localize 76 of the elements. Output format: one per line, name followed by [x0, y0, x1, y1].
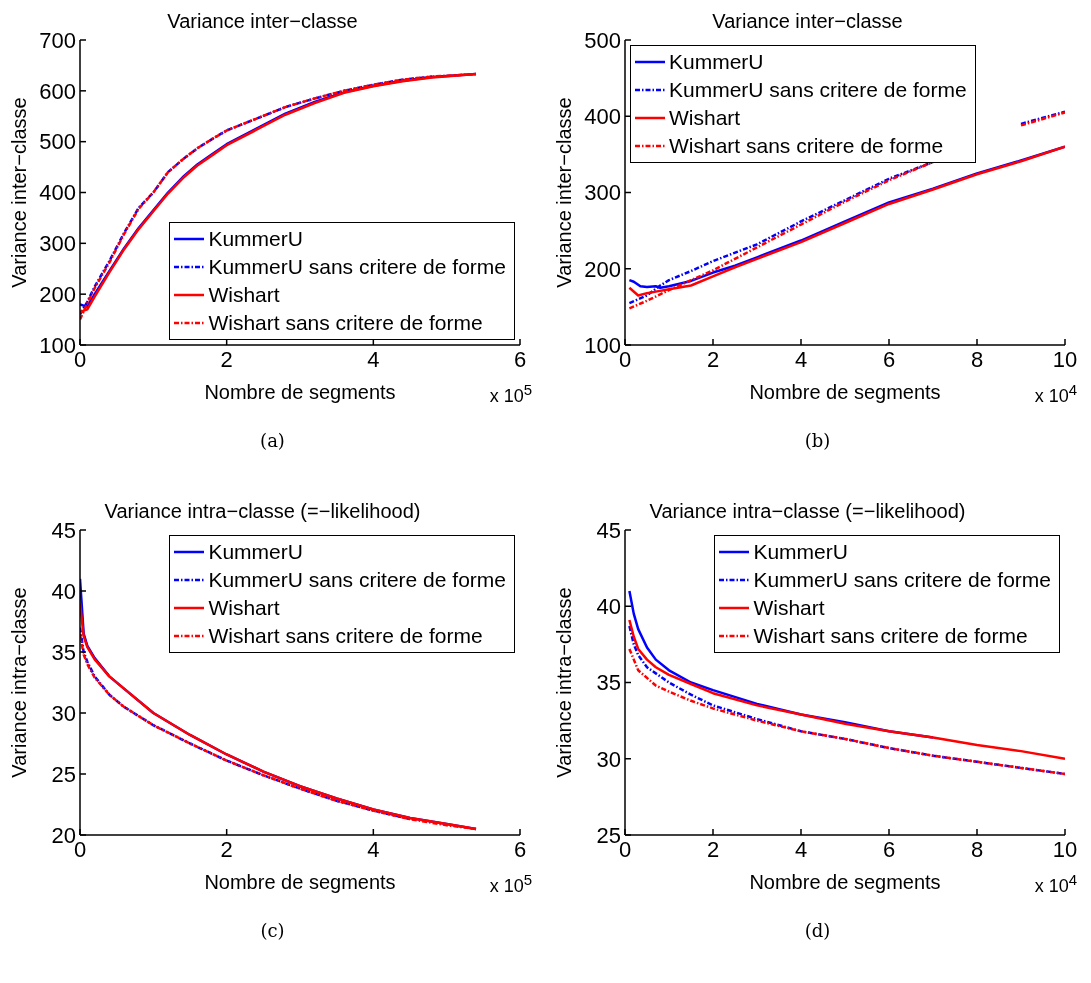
x-axis-title: Nombre de segments [749, 871, 941, 893]
y-tick-label: 45 [596, 517, 621, 543]
x-tick-label: 4 [794, 836, 808, 862]
x-tick-label: 6 [882, 836, 896, 862]
y-tick-label: 25 [51, 761, 76, 787]
y-tick-label: 400 [39, 180, 76, 206]
y-tick-label: 700 [39, 27, 76, 53]
chart-title: Variance inter−classe [712, 10, 903, 32]
y-axis-title: Variance inter−classe [8, 97, 31, 288]
legend-label: KummerU sans critere de forme [669, 77, 967, 103]
x-tick-label: 2 [220, 836, 233, 862]
legend-label: Wishart [208, 282, 280, 308]
x-tick-label: 2 [706, 346, 720, 372]
y-tick-label: 600 [39, 78, 76, 104]
line-series [628, 647, 1065, 776]
x-axis-title: Nombre de segments [749, 381, 941, 403]
x-tick-label: 2 [220, 346, 233, 372]
legend-label: Wishart sans critere de forme [753, 623, 1028, 649]
text: x 10$^{4}$ [1034, 381, 1077, 407]
x-tick-label: 4 [794, 346, 808, 372]
y-tick-label: 35 [51, 639, 76, 665]
y-tick-label: 35 [596, 670, 621, 696]
x-axis-title: Nombre de segments [204, 871, 396, 893]
legend-label: Wishart [208, 595, 280, 621]
y-tick-label: 300 [584, 180, 621, 206]
x-tick-label: 2 [706, 836, 720, 862]
x-tick-label: 10 [1052, 836, 1078, 862]
y-tick-label: 200 [584, 256, 621, 282]
x-tick-label: 6 [882, 346, 896, 372]
y-tick-label: 25 [596, 822, 621, 848]
y-tick-label: 20 [51, 822, 76, 848]
text: (a) [259, 430, 286, 451]
y-tick-label: 500 [39, 129, 76, 155]
y-tick-label: 45 [51, 517, 76, 543]
legend-label: Wishart sans critere de forme [669, 133, 944, 159]
y-tick-label: 100 [584, 332, 621, 358]
legend-label: KummerU sans critere de forme [753, 567, 1051, 593]
x-tick-label: 6 [513, 346, 527, 372]
legend-label: Wishart sans critere de forme [208, 310, 483, 336]
legend-label: Wishart sans critere de forme [208, 623, 483, 649]
legend-label: Wishart [753, 595, 825, 621]
text: x 10$^{5}$ [489, 871, 532, 897]
text: x 10$^{5}$ [489, 381, 532, 407]
y-axis-title: Variance inter−classe [553, 97, 576, 288]
y-tick-label: 300 [39, 231, 76, 257]
y-tick-label: 30 [596, 746, 621, 772]
chart-title: Variance intra−classe (=−likelihood) [649, 500, 966, 522]
y-tick-label: 30 [51, 700, 76, 726]
x-tick-label: 8 [970, 346, 984, 372]
x-tick-label: 4 [367, 836, 380, 862]
y-tick-label: 400 [584, 104, 621, 130]
legend-label: Wishart [669, 105, 741, 131]
x-tick-label: 10 [1052, 346, 1078, 372]
legend-label: KummerU [753, 539, 848, 565]
chart-title: Variance inter−classe [167, 10, 358, 32]
y-tick-label: 40 [596, 594, 621, 620]
legend-label: KummerU sans critere de forme [208, 254, 506, 280]
y-tick-label: 40 [51, 578, 76, 604]
legend-label: KummerU [208, 226, 303, 252]
y-axis-title: Variance intra−classe [553, 587, 576, 778]
chart-title: Variance intra−classe (=−likelihood) [104, 500, 421, 522]
legend-label: KummerU [208, 539, 303, 565]
y-tick-label: 100 [39, 332, 76, 358]
text: x 10$^{4}$ [1034, 871, 1077, 897]
text: (c) [259, 920, 286, 941]
text: (b) [803, 430, 832, 451]
y-tick-label: 200 [39, 281, 76, 307]
y-axis-title: Variance intra−classe [8, 587, 31, 778]
x-tick-label: 4 [367, 346, 380, 372]
x-axis-title: Nombre de segments [204, 381, 396, 403]
legend-label: KummerU sans critere de forme [208, 567, 506, 593]
legend-label: KummerU [669, 49, 764, 75]
x-tick-label: 8 [970, 836, 984, 862]
text: (d) [803, 920, 832, 941]
y-tick-label: 500 [584, 27, 621, 53]
x-tick-label: 6 [513, 836, 527, 862]
